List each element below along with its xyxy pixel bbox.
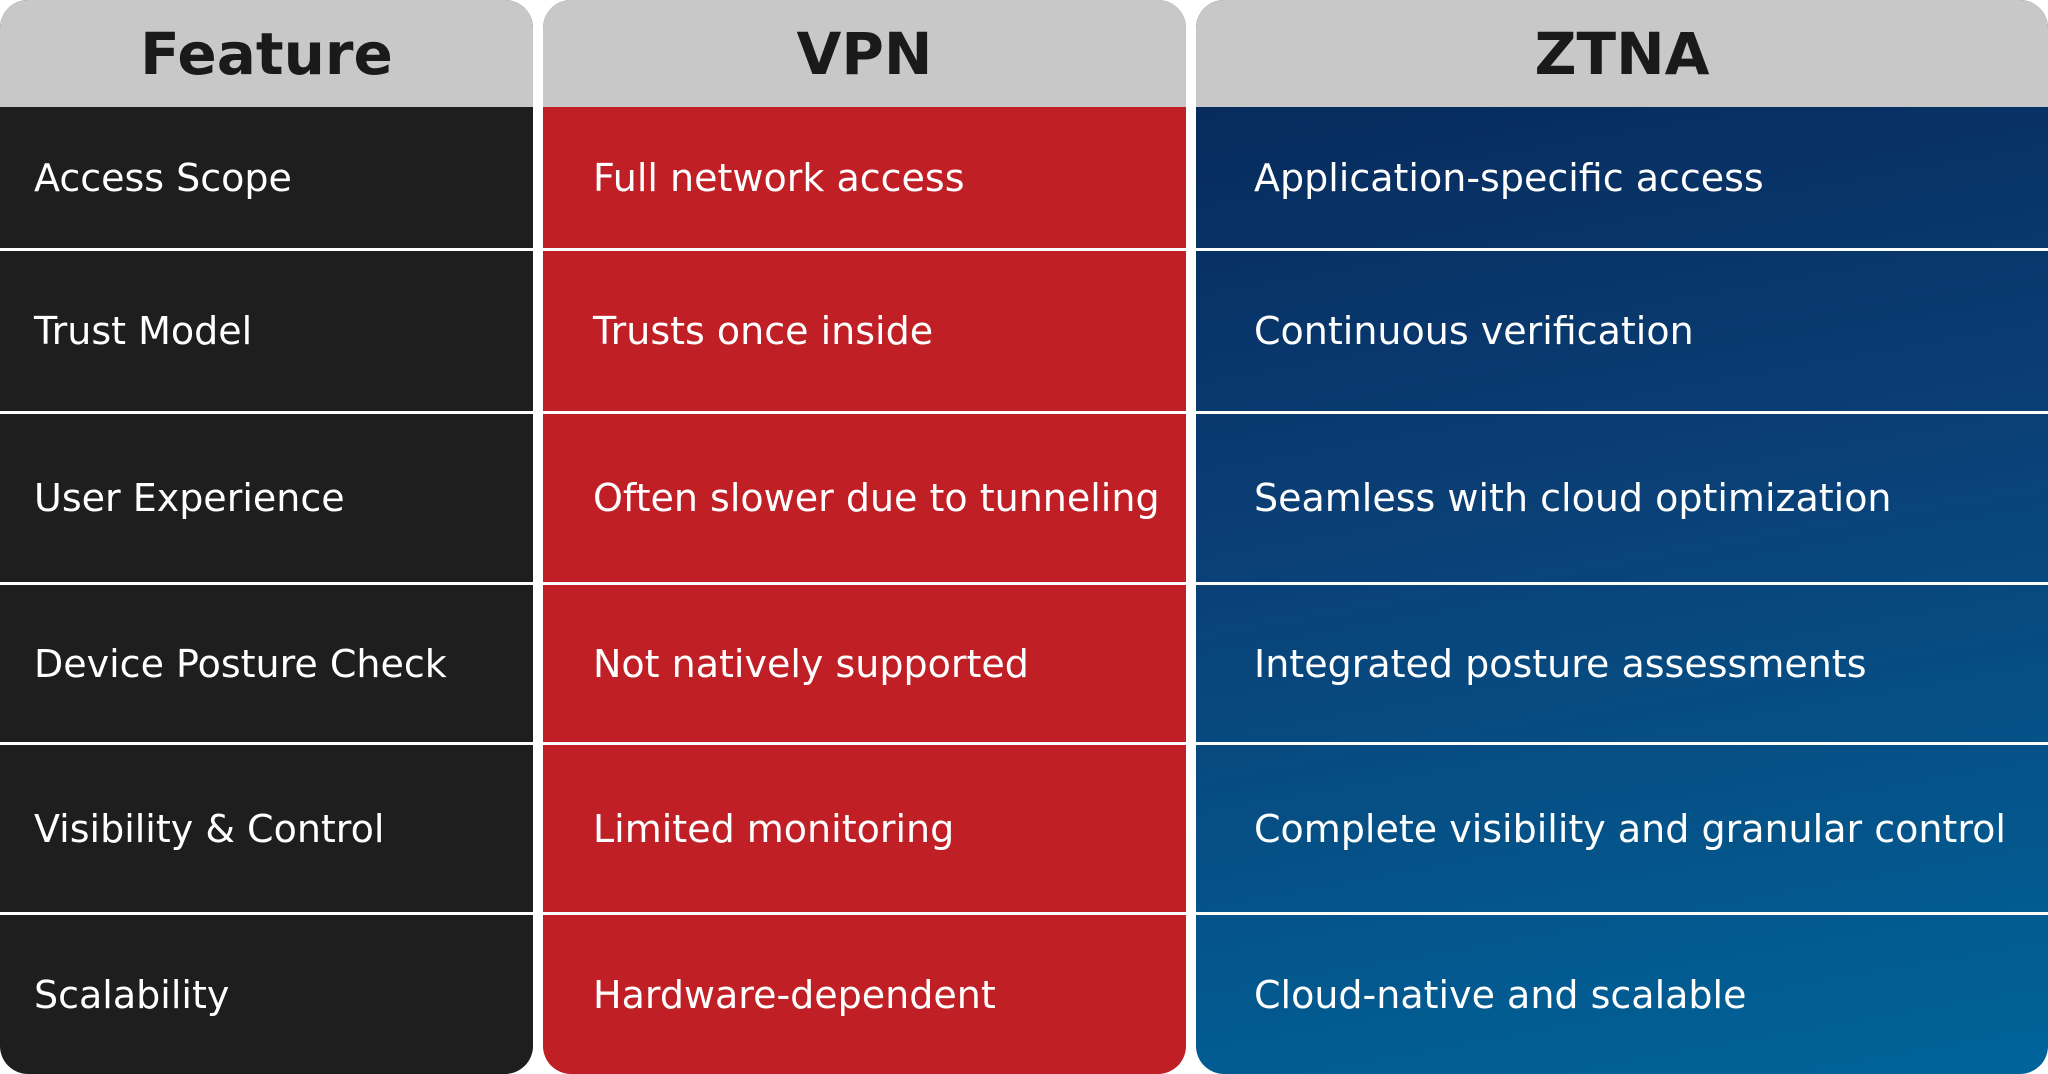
ztna-cell: Cloud-native and scalable <box>1196 912 2048 1074</box>
feature-cell: Visibility & Control <box>0 742 533 912</box>
feature-cell: Access Scope <box>34 155 292 200</box>
ztna-cell: Seamless with cloud optimization <box>1196 411 2048 582</box>
vpn-cell: Often slower due to tunneling <box>543 411 1186 582</box>
ztna-column: ZTNA Application-specific access Continuou… <box>1196 0 2048 1074</box>
feature-cell: User Experience <box>0 411 533 582</box>
feature-column: Feature Access Scope Trust Model User Exper… <box>0 0 533 1074</box>
ztna-cell: Continuous verification <box>1196 248 2048 411</box>
feature-cell: Device Posture Check <box>0 582 533 742</box>
vpn-column: VPN Full network access Trusts once inside… <box>543 0 1186 1074</box>
column-header: ZTNA <box>1196 0 2048 107</box>
vpn-cell: Limited monitoring <box>543 742 1186 912</box>
feature-cell: Scalability <box>0 912 533 1074</box>
ztna-cell: Complete visibility and granular control <box>1196 742 2048 912</box>
vpn-cell: Trusts once inside <box>543 248 1186 411</box>
vpn-cell: Full network access <box>593 155 965 200</box>
ztna-cell: Application-specific access <box>1254 155 1764 200</box>
vpn-cell: Not natively supported <box>543 582 1186 742</box>
column-header: VPN <box>543 0 1186 107</box>
column-header: Feature <box>0 0 533 107</box>
vpn-cell: Hardware-dependent <box>543 912 1186 1074</box>
feature-cell: Trust Model <box>0 248 533 411</box>
ztna-cell: Integrated posture assessments <box>1196 582 2048 742</box>
